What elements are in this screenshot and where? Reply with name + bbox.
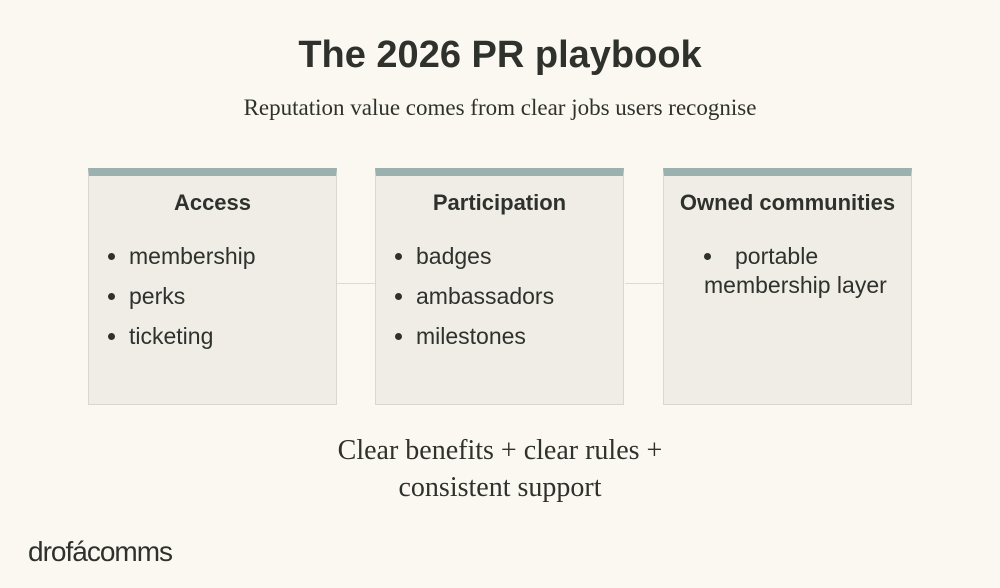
card-list: membership perks ticketing [89,242,336,351]
card-item: ticketing [129,322,326,351]
connector [625,283,663,284]
subtitle: Reputation value comes from clear jobs u… [243,95,757,120]
card: Owned communities portable membership lay… [663,168,912,405]
card-title: Owned communities [679,190,896,215]
connector [337,283,375,284]
card-title: Participation [432,190,567,215]
card-item: portable membership layer [704,242,901,300]
card: Access membership perks ticketing [88,168,337,405]
card-title: Access [173,190,252,215]
footer-text: Clear benefits + clear rules + consisten… [337,435,663,503]
logo: drofácomms [28,536,173,567]
card: Participation badges ambassadors milestones [375,168,624,405]
card-item: badges [416,242,613,271]
card-list: badges ambassadors milestones [376,242,623,351]
card-item: perks [129,282,326,311]
title: The 2026 PR playbook [298,34,702,76]
card-list: portable membership layer [664,242,911,300]
card-item: ambassadors [416,282,613,311]
card-item: membership [129,242,326,271]
card-item: milestones [416,322,613,351]
